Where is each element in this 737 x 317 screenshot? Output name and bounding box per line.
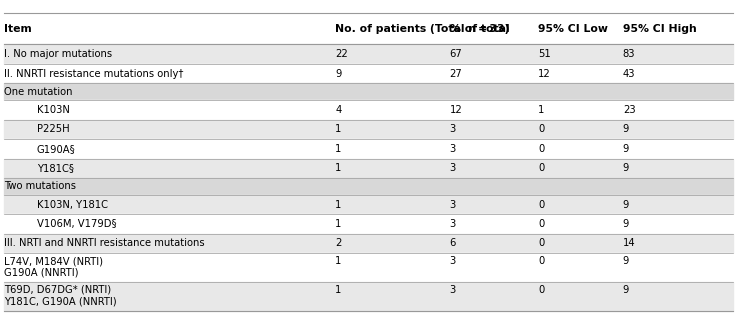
Text: 9: 9 xyxy=(623,219,629,229)
Text: 1: 1 xyxy=(335,163,342,173)
Bar xyxy=(4,44,733,64)
Text: 9: 9 xyxy=(623,256,629,266)
Text: Y181C§: Y181C§ xyxy=(37,163,74,173)
Text: 1: 1 xyxy=(335,144,342,154)
Bar xyxy=(4,234,733,253)
Text: 23: 23 xyxy=(623,105,635,115)
Text: II. NNRTI resistance mutations only†: II. NNRTI resistance mutations only† xyxy=(4,68,184,79)
Text: 3: 3 xyxy=(450,124,455,134)
Bar xyxy=(4,83,733,100)
Bar xyxy=(4,214,733,234)
Text: 3: 3 xyxy=(450,200,455,210)
Text: 0: 0 xyxy=(538,200,544,210)
Text: K103N: K103N xyxy=(37,105,70,115)
Text: 43: 43 xyxy=(623,68,635,79)
Text: 0: 0 xyxy=(538,285,544,295)
Text: 3: 3 xyxy=(450,163,455,173)
Text: 1: 1 xyxy=(335,219,342,229)
Text: 3: 3 xyxy=(450,285,455,295)
Text: 1: 1 xyxy=(335,256,342,266)
Text: 14: 14 xyxy=(623,238,635,249)
Text: I. No major mutations: I. No major mutations xyxy=(4,49,112,59)
Text: 1: 1 xyxy=(335,124,342,134)
Bar xyxy=(4,64,733,83)
Bar xyxy=(4,178,733,195)
Text: 9: 9 xyxy=(623,285,629,295)
Bar xyxy=(4,13,733,44)
Text: 95% CI High: 95% CI High xyxy=(623,23,696,34)
Text: 27: 27 xyxy=(450,68,462,79)
Text: 0: 0 xyxy=(538,163,544,173)
Text: Y181C, G190A (NNRTI): Y181C, G190A (NNRTI) xyxy=(4,296,116,307)
Text: 9: 9 xyxy=(623,144,629,154)
Bar xyxy=(4,100,733,120)
Text: No. of patients (Total n = 33): No. of patients (Total n = 33) xyxy=(335,23,510,34)
Text: 67: 67 xyxy=(450,49,462,59)
Text: L74V, M184V (NRTI): L74V, M184V (NRTI) xyxy=(4,256,102,266)
Bar xyxy=(4,195,733,214)
Text: 9: 9 xyxy=(623,124,629,134)
Text: G190A§: G190A§ xyxy=(37,144,76,154)
Text: 4: 4 xyxy=(335,105,341,115)
Text: 0: 0 xyxy=(538,124,544,134)
Text: 0: 0 xyxy=(538,219,544,229)
Text: 83: 83 xyxy=(623,49,635,59)
Text: K103N, Y181C: K103N, Y181C xyxy=(37,200,108,210)
Text: 1: 1 xyxy=(335,200,342,210)
Text: 95% CI Low: 95% CI Low xyxy=(538,23,608,34)
Bar xyxy=(4,253,733,282)
Text: 22: 22 xyxy=(335,49,348,59)
Text: G190A (NNRTI): G190A (NNRTI) xyxy=(4,268,78,278)
Text: 1: 1 xyxy=(538,105,545,115)
Text: 9: 9 xyxy=(623,200,629,210)
Bar xyxy=(4,282,733,311)
Text: Two mutations: Two mutations xyxy=(4,181,76,191)
Text: Item: Item xyxy=(4,23,32,34)
Text: T69D, D67DG* (NRTI): T69D, D67DG* (NRTI) xyxy=(4,285,111,295)
Text: 0: 0 xyxy=(538,256,544,266)
Text: 2: 2 xyxy=(335,238,342,249)
Text: 0: 0 xyxy=(538,144,544,154)
Text: P225H: P225H xyxy=(37,124,69,134)
Text: One mutation: One mutation xyxy=(4,87,72,97)
Text: 51: 51 xyxy=(538,49,551,59)
Text: 3: 3 xyxy=(450,219,455,229)
Text: 12: 12 xyxy=(538,68,551,79)
Text: 9: 9 xyxy=(335,68,342,79)
Bar xyxy=(4,158,733,178)
Text: V106M, V179D§: V106M, V179D§ xyxy=(37,219,116,229)
Text: 6: 6 xyxy=(450,238,456,249)
Text: 9: 9 xyxy=(623,163,629,173)
Text: 1: 1 xyxy=(335,285,342,295)
Bar xyxy=(4,120,733,139)
Text: 3: 3 xyxy=(450,144,455,154)
Text: III. NRTI and NNRTI resistance mutations: III. NRTI and NNRTI resistance mutations xyxy=(4,238,204,249)
Text: % of total: % of total xyxy=(450,23,509,34)
Text: 12: 12 xyxy=(450,105,462,115)
Bar xyxy=(4,139,733,158)
Text: 0: 0 xyxy=(538,238,544,249)
Text: 3: 3 xyxy=(450,256,455,266)
